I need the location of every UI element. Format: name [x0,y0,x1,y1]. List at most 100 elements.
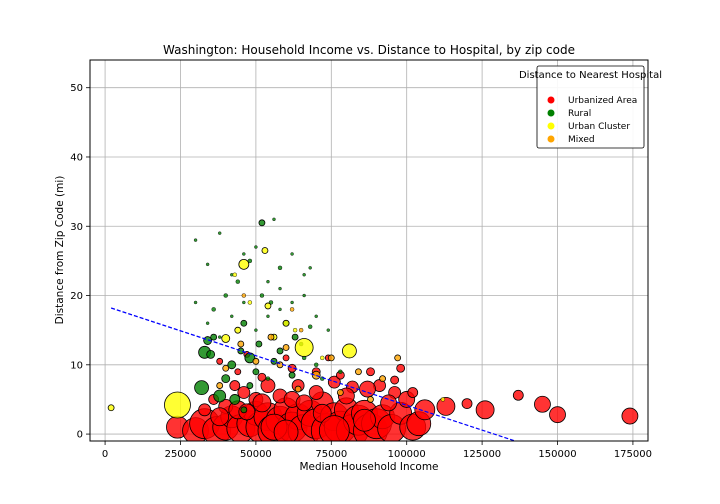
point-rural [235,279,240,284]
x-tick-label: 100000 [388,449,426,460]
point-rural [265,376,271,381]
y-tick-label: 10 [70,360,83,371]
point-urban-cluster [292,327,298,333]
point-rural [193,300,198,305]
point-urbanized-area [210,407,230,427]
point-urbanized-area [475,400,495,420]
point-mixed [311,370,321,380]
point-rural [254,328,258,332]
point-mixed [327,354,335,362]
point-rural [314,362,319,367]
point-rural [278,307,282,312]
x-tick-label: 50000 [240,449,272,460]
point-rural [242,252,246,256]
point-mixed [267,333,275,341]
point-rural [213,389,227,403]
x-tick-label: 150000 [538,449,576,460]
point-rural [242,300,246,305]
point-rural [193,238,198,242]
point-urban-cluster [261,247,269,254]
y-tick-label: 0 [77,430,83,441]
point-mixed [282,344,290,351]
legend-title-line: Distance to Nearest Hospital [519,70,662,81]
point-urbanized-area [407,387,419,398]
y-tick-label: 30 [70,222,83,233]
point-rural [205,262,210,267]
point-urban-cluster [232,272,237,277]
point-rural [338,369,343,374]
x-tick-label: 175000 [614,449,652,460]
point-rural [252,368,260,376]
point-urban-cluster [238,258,250,270]
point-rural [314,314,318,319]
point-urbanized-area [549,406,566,424]
y-tick-label: 20 [70,291,83,302]
point-rural [237,347,245,355]
point-urbanized-area [534,395,551,413]
point-urban-cluster [247,300,253,305]
x-axis-label: Median Household Income [299,461,438,473]
point-rural [230,314,234,319]
point-urban-cluster [282,319,290,327]
point-rural [244,352,256,364]
trendline [110,307,516,441]
point-rural [290,300,294,305]
y-tick-label: 40 [70,152,83,163]
point-rural [217,335,222,339]
point-mixed [355,368,362,376]
legend-marker [547,96,555,104]
x-tick-label: 25000 [165,449,197,460]
point-mixed [241,293,247,298]
legend-box [536,65,645,149]
point-rural [277,265,283,271]
point-urbanized-area [359,380,376,398]
point-mixed [394,354,402,362]
point-urbanized-area [461,398,473,409]
point-urbanized-area [295,394,313,412]
trendline-path [110,307,516,441]
legend-label: Urbanized Area [568,96,637,106]
point-rural [210,333,218,341]
point-rural [227,360,237,370]
point-rural [229,394,241,405]
y-axis-label: Distance from Zip Code (mi) [54,176,66,325]
point-urbanized-area [308,385,324,400]
point-rural [302,273,306,277]
point-rural [307,324,313,329]
point-rural [288,371,296,379]
legend: Distance to Nearest Hospital Urbanized Ar… [519,65,662,149]
point-urban-cluster [107,404,115,412]
plot-frame [89,59,649,442]
point-mixed [367,396,374,403]
point-urbanized-area [621,407,639,425]
point-urbanized-area [252,393,272,413]
point-mixed [237,340,245,348]
point-urbanized-area [436,396,456,416]
point-rural [278,286,282,291]
point-mixed [222,364,230,372]
point-urban-cluster [164,391,191,419]
point-rural [258,219,266,227]
point-urbanized-area [512,389,524,401]
legend-label: Urban Cluster [568,122,630,132]
point-mixed [298,327,304,333]
point-rural [272,217,276,222]
point-urbanized-area [318,415,350,441]
x-axis-ticks: 0 25000 50000 75000 100000 125000 150000 175000 [102,441,652,460]
point-urbanized-area [390,375,400,385]
point-urbanized-area [282,354,290,362]
point-urbanized-area [366,367,375,377]
point-rural [246,382,254,389]
point-rural [276,347,284,355]
point-urbanized-area [198,403,212,417]
point-rural [326,328,330,332]
point-mixed [252,357,260,365]
legend-label: Mixed [568,135,595,145]
point-rural [259,293,265,298]
point-rural [266,279,270,284]
y-tick-label: 50 [70,83,83,94]
point-urbanized-area [353,408,376,432]
chart-title: Washington: Household Income vs. Distanc… [163,43,575,57]
point-mixed [294,385,302,393]
point-urbanized-area [414,399,436,421]
